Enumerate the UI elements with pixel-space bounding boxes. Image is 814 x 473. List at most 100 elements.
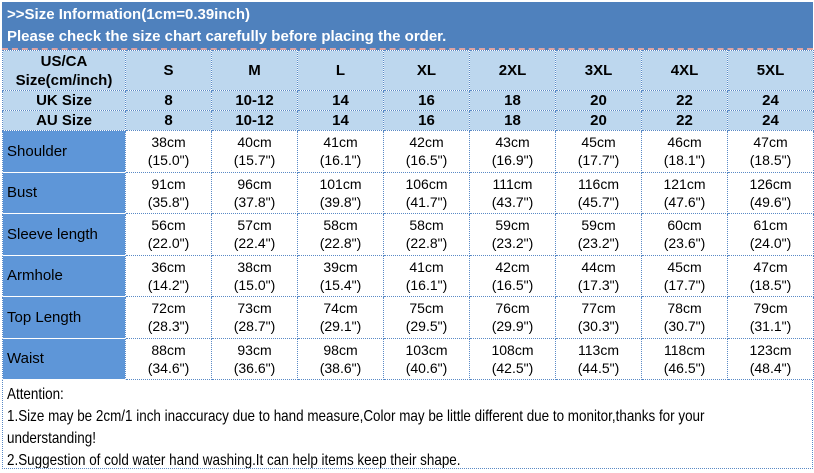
- value-cm: 78cm: [667, 300, 702, 317]
- measurement-value-cell: 98cm (38.6"): [297, 337, 384, 380]
- value-inch: (16.9"): [491, 152, 534, 169]
- measurement-value-cell: 103cm (40.6"): [383, 337, 470, 380]
- region-size-cell: 24: [727, 90, 814, 111]
- value-cm: 41cm: [323, 134, 358, 151]
- value-cm: 111cm: [492, 175, 533, 192]
- value-cm: 74cm: [323, 300, 358, 317]
- value-cm: 88cm: [151, 341, 186, 358]
- region-row-label: AU Size: [2, 110, 126, 131]
- value-cm: 101cm: [319, 175, 362, 192]
- value-inch: (23.2"): [577, 235, 620, 252]
- region-size-cell: 18: [469, 110, 556, 131]
- value-inch: (16.5"): [405, 152, 448, 169]
- measurement-row: Sleeve length 56cm (22.0") 57cm (22.4") 58cm(…: [2, 213, 814, 256]
- measurement-value-cell: 73cm (28.7"): [211, 296, 298, 339]
- measurement-value-cell: 38cm (15.0"): [125, 130, 212, 173]
- region-size-cell: 18: [469, 90, 556, 111]
- value-cm: 61cm: [753, 217, 788, 234]
- attention-title: Attention:: [7, 386, 64, 403]
- column-header-cell: 2XL: [469, 50, 556, 91]
- value-cm: 47cm: [753, 258, 788, 275]
- region-size-cell: 14: [297, 90, 384, 111]
- measurement-value-cell: 123cm (48.4"): [727, 337, 814, 380]
- measurement-value-cell: 118cm (46.5"): [641, 337, 728, 380]
- region-size-cell: 14: [297, 110, 384, 131]
- measurement-value-cell: 111cm (43.7"): [469, 171, 556, 214]
- value-inch: (31.1"): [749, 318, 792, 335]
- value-inch: (48.4"): [749, 359, 792, 376]
- column-header-cell: XL: [383, 50, 470, 91]
- measurement-row-label: Armhole: [2, 254, 126, 297]
- value-cm: 41cm: [409, 258, 444, 275]
- value-cm: 103cm: [405, 341, 448, 358]
- value-inch: (22.0"): [147, 235, 190, 252]
- banner-title: >>Size Information(1cm=0.39inch): [7, 6, 250, 23]
- value-inch: (49.6"): [749, 193, 792, 210]
- measurement-value-cell: 56cm (22.0"): [125, 213, 212, 256]
- measurement-value-cell: 59cm (23.2"): [469, 213, 556, 256]
- value-cm: 108cm: [491, 341, 534, 358]
- measurement-value-cell: 41cm (16.1"): [383, 254, 470, 297]
- value-inch: (34.6"): [147, 359, 190, 376]
- measurement-value-cell: 126cm (49.6"): [727, 171, 814, 214]
- value-cm: 118cm: [664, 341, 705, 358]
- region-size-cell: 10-12: [211, 110, 298, 131]
- region-size-cell: 20: [555, 110, 642, 131]
- value-inch: (14.2"): [147, 276, 190, 293]
- attention-note-2: 2.Suggestion of cold water hand washing.…: [7, 452, 461, 469]
- value-cm: 36cm: [151, 258, 186, 275]
- region-size-row: AU Size 8 10-12 14 16 18 20 22 24: [2, 110, 814, 131]
- value-cm: 72cm: [151, 300, 186, 317]
- measurement-value-cell: 46cm (18.1"): [641, 130, 728, 173]
- value-cm: 91cm: [151, 175, 186, 192]
- measurement-value-cell: 59cm (23.2"): [555, 213, 642, 256]
- value-inch: (39.8"): [319, 193, 362, 210]
- value-inch: (35.8"): [147, 193, 190, 210]
- measurement-value-cell: 45cm (17.7"): [641, 254, 728, 297]
- measurement-value-cell: 41cm (16.1"): [297, 130, 384, 173]
- value-cm: 38cm: [237, 258, 272, 275]
- measurement-value-cell: 91cm (35.8"): [125, 171, 212, 214]
- value-inch: (23.6"): [663, 235, 706, 252]
- value-cm: 58cm: [323, 217, 358, 234]
- value-inch: (23.2"): [491, 235, 534, 252]
- value-inch: (17.3"): [577, 276, 620, 293]
- value-cm: 45cm: [581, 134, 616, 151]
- region-size-cell: 20: [555, 90, 642, 111]
- value-cm: 79cm: [753, 300, 788, 317]
- measurement-value-cell: 58cm (22.8"): [383, 213, 470, 256]
- value-inch: (30.7"): [663, 318, 706, 335]
- region-size-cell: 24: [727, 110, 814, 131]
- value-cm: 58cm: [409, 217, 444, 234]
- value-inch: (15.0"): [147, 152, 190, 169]
- value-cm: 106cm: [405, 175, 448, 192]
- attention-note-1-cont: understanding!: [7, 430, 96, 447]
- measurement-value-cell: 78cm (30.7"): [641, 296, 728, 339]
- value-cm: 39cm: [323, 258, 358, 275]
- value-inch: (15.4"): [319, 276, 362, 293]
- measurement-value-cell: 40cm (15.7"): [211, 130, 298, 173]
- value-cm: 40cm: [237, 134, 272, 151]
- value-inch: (28.3"): [147, 318, 190, 335]
- measurement-value-cell: 77cm (30.3"): [555, 296, 642, 339]
- value-inch: (15.7"): [233, 152, 276, 169]
- value-cm: 47cm: [753, 134, 788, 151]
- region-row-label: UK Size: [2, 90, 126, 111]
- value-inch: (22.8"): [405, 235, 448, 252]
- value-cm: 45cm: [667, 258, 702, 275]
- value-cm: 44cm: [581, 258, 616, 275]
- value-inch: (22.8"): [319, 235, 362, 252]
- value-inch: (18.5"): [749, 152, 792, 169]
- value-inch: (15.0"): [233, 276, 276, 293]
- column-header-cell: 4XL: [641, 50, 728, 91]
- value-cm: 113cm: [578, 341, 619, 358]
- measurement-value-cell: 61cm (24.0"): [727, 213, 814, 256]
- region-size-cell: 16: [383, 90, 470, 111]
- value-inch: (46.5"): [663, 359, 706, 376]
- attention-section: Attention: 1.Size may be 2cm/1 inch inac…: [2, 380, 813, 469]
- value-inch: (29.5"): [405, 318, 448, 335]
- measurement-value-cell: 42cm (16.5"): [383, 130, 470, 173]
- column-header-cell: 5XL: [727, 50, 814, 91]
- measurement-value-cell: 72cm (28.3"): [125, 296, 212, 339]
